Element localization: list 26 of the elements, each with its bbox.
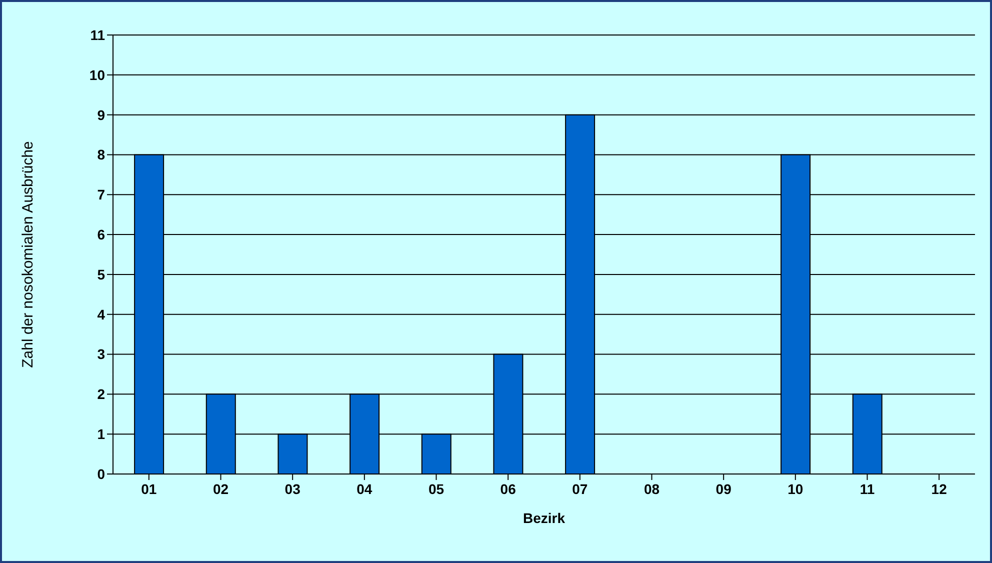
x-tick-label: 05: [428, 480, 444, 497]
x-tick-label: 06: [500, 480, 516, 497]
y-tick-label: 4: [97, 306, 106, 322]
x-tick-label: 03: [284, 480, 301, 497]
y-tick-label: 5: [97, 266, 106, 282]
x-axis-title: Bezirk: [522, 510, 566, 526]
x-tick-label: 07: [572, 480, 588, 497]
x-tick-label: 12: [931, 480, 948, 497]
y-tick-label: 0: [97, 466, 106, 482]
y-tick-label: 9: [97, 106, 106, 123]
x-tick-label: 11: [860, 480, 875, 497]
y-tick-label: 11: [90, 26, 106, 43]
x-tick-label: 01: [141, 480, 157, 497]
y-tick-label: 6: [97, 226, 106, 243]
y-tick-label: 10: [89, 66, 106, 83]
y-tick-label: 7: [97, 186, 106, 203]
x-tick-label: 10: [788, 480, 804, 497]
y-tick-label: 3: [97, 346, 106, 362]
y-axis-title: Zahl der nosokomialen Ausbrüche: [19, 141, 36, 368]
x-tick-label: 02: [212, 480, 229, 497]
x-tick-label: 08: [644, 480, 660, 497]
x-tick-label: 04: [356, 480, 372, 497]
y-tick-label: 8: [97, 146, 106, 163]
x-tick-label: 09: [716, 480, 732, 497]
y-tick-label: 1: [97, 426, 106, 442]
y-tick-label: 2: [97, 386, 106, 402]
